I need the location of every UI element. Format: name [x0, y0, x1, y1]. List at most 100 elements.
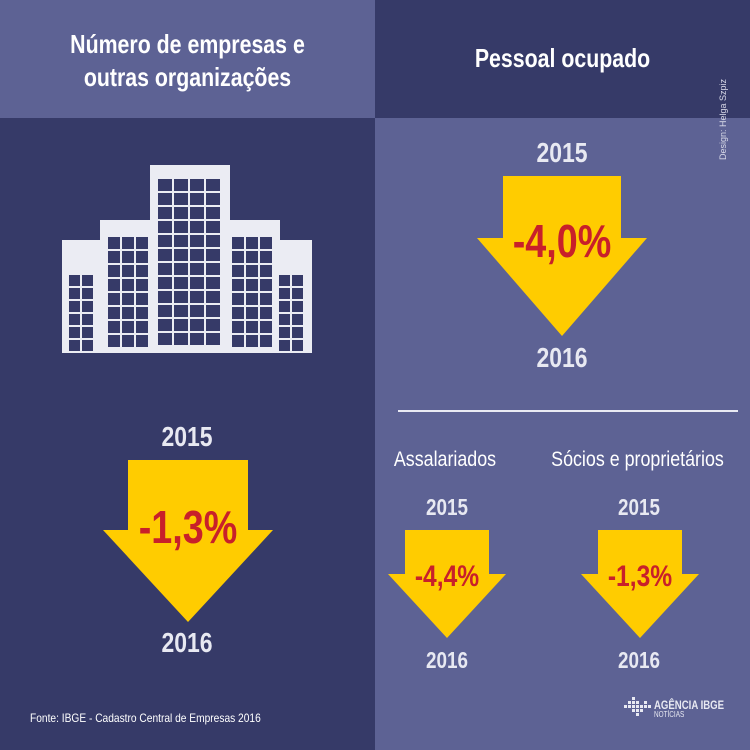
partners-label: Sócios e proprietários: [551, 448, 724, 471]
building-window: [232, 237, 244, 249]
building-window: [246, 321, 258, 333]
building-window: [174, 319, 188, 331]
building-window: [158, 249, 172, 261]
salaried-year-from: 2015: [426, 494, 468, 520]
building-window: [158, 277, 172, 289]
building-window: [69, 301, 80, 312]
building-window: [292, 327, 303, 338]
building-window: [136, 321, 148, 333]
building-window: [158, 235, 172, 247]
building-window: [206, 277, 220, 289]
building-window: [190, 235, 204, 247]
building-window: [190, 319, 204, 331]
building-window: [136, 251, 148, 263]
building-window: [206, 179, 220, 191]
building-window: [136, 265, 148, 277]
building-window: [279, 288, 290, 299]
divider: [398, 410, 738, 412]
building-window: [69, 314, 80, 325]
building-window: [190, 263, 204, 275]
building-window: [174, 179, 188, 191]
partners-year-to: 2016: [618, 647, 660, 673]
agencia-ibge-logo: AGÊNCIA IBGE NOTÍCIAS: [624, 697, 736, 719]
building-window: [279, 275, 290, 286]
building-window: [108, 251, 120, 263]
building-window: [108, 307, 120, 319]
salaried-change: -4,4%: [414, 560, 480, 593]
building-window: [232, 321, 244, 333]
building-window: [260, 293, 272, 305]
left-title: Número de empresas e outras organizações: [34, 28, 342, 94]
building-window: [232, 279, 244, 291]
building-window: [158, 179, 172, 191]
building-window: [122, 335, 134, 347]
building-window: [174, 277, 188, 289]
building-window: [206, 221, 220, 233]
building-window: [206, 319, 220, 331]
right-title: Pessoal ocupado: [474, 43, 651, 73]
right-change: -4,0%: [512, 215, 612, 267]
building-window: [136, 293, 148, 305]
left-title-line1: Número de empresas e: [70, 29, 305, 59]
building-window: [190, 221, 204, 233]
building-window: [292, 275, 303, 286]
building-window: [122, 237, 134, 249]
building-window: [158, 319, 172, 331]
building-window: [108, 237, 120, 249]
building-window: [82, 314, 93, 325]
building-window: [246, 237, 258, 249]
building-window: [279, 327, 290, 338]
building-window: [206, 207, 220, 219]
building-window: [246, 307, 258, 319]
building-window: [260, 251, 272, 263]
building-window: [108, 335, 120, 347]
building-window: [122, 265, 134, 277]
partners-change: -1,3%: [607, 560, 673, 593]
building-window: [82, 301, 93, 312]
building-window: [108, 321, 120, 333]
building-window: [174, 333, 188, 345]
building-window: [190, 333, 204, 345]
building-window: [232, 293, 244, 305]
building-window: [174, 235, 188, 247]
building-window: [136, 237, 148, 249]
building-window: [246, 265, 258, 277]
building-window: [174, 291, 188, 303]
salaried-year-to: 2016: [426, 647, 468, 673]
building-window: [190, 193, 204, 205]
building-window: [69, 327, 80, 338]
building-window: [174, 305, 188, 317]
building-window: [122, 307, 134, 319]
partners-year-from: 2015: [618, 494, 660, 520]
building-window: [206, 305, 220, 317]
building-window: [174, 193, 188, 205]
building-window: [292, 301, 303, 312]
building-window: [292, 340, 303, 351]
building-window: [122, 321, 134, 333]
right-down-arrow-icon: [477, 176, 647, 336]
building-window: [232, 265, 244, 277]
building-window: [292, 288, 303, 299]
building-window: [246, 279, 258, 291]
building-window: [279, 340, 290, 351]
building-window: [190, 277, 204, 289]
building-window: [232, 307, 244, 319]
building-window: [136, 335, 148, 347]
building-window: [206, 333, 220, 345]
building-window: [136, 307, 148, 319]
building-window: [136, 279, 148, 291]
source-note: Fonte: IBGE - Cadastro Central de Empres…: [30, 711, 261, 725]
salaried-label: Assalariados: [393, 448, 497, 471]
building-window: [190, 305, 204, 317]
building-window: [69, 288, 80, 299]
building-window: [206, 193, 220, 205]
building-window: [174, 207, 188, 219]
building-window: [232, 251, 244, 263]
right-year-from: 2015: [536, 137, 588, 168]
left-year-from: 2015: [161, 421, 213, 452]
building-window: [246, 335, 258, 347]
building-window: [174, 263, 188, 275]
left-title-line2: outras organizações: [83, 62, 292, 92]
building-window: [260, 237, 272, 249]
building-window: [190, 207, 204, 219]
